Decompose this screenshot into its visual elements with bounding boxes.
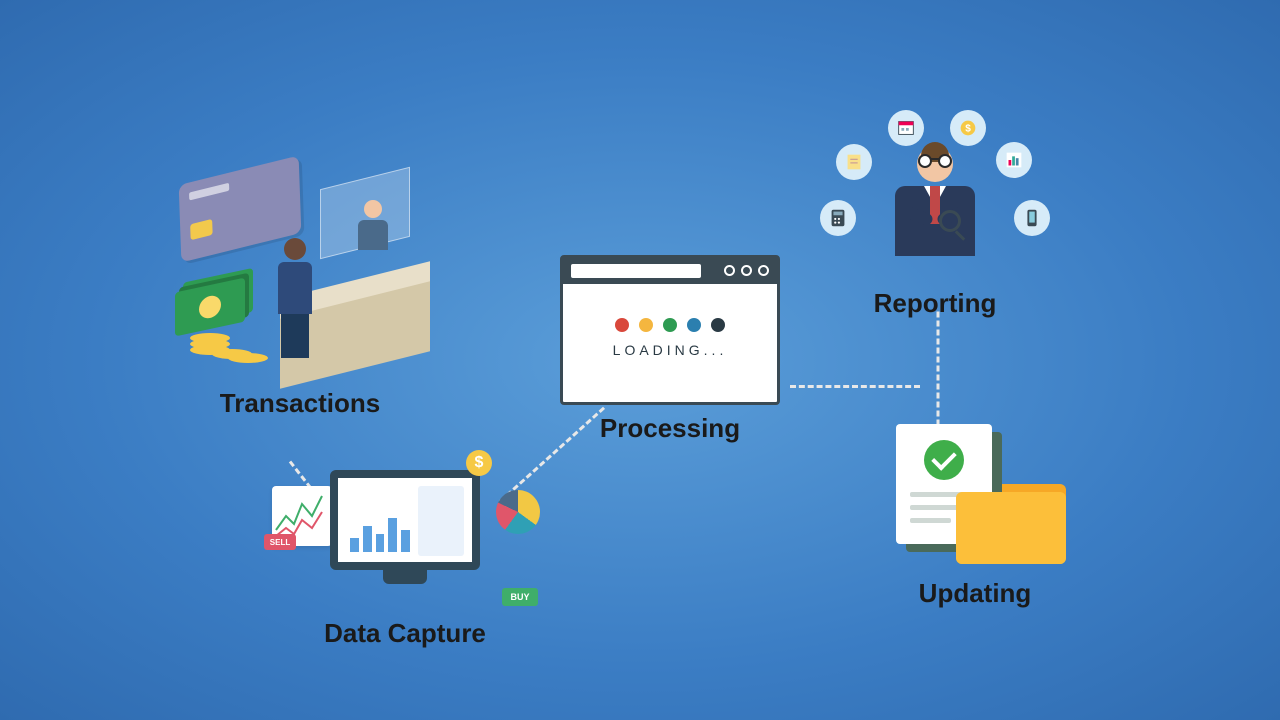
node-reporting: $ Reporting (820, 110, 1050, 319)
processing-label: Processing (600, 413, 740, 444)
processing-icon: LOADING... (560, 255, 780, 405)
data-capture-icon: SELL $ BUY (290, 460, 520, 610)
updating-label: Updating (919, 578, 1032, 609)
updating-icon (880, 420, 1070, 570)
data-capture-label: Data Capture (324, 618, 486, 649)
node-processing: LOADING... Processing (560, 255, 780, 444)
node-transactions: Transactions (170, 170, 430, 419)
connector-3 (790, 385, 920, 388)
node-data-capture: SELL $ BUY Data Capture (290, 460, 520, 649)
transactions-label: Transactions (220, 388, 380, 419)
reporting-label: Reporting (874, 288, 997, 319)
loading-text: LOADING... (563, 342, 777, 358)
transactions-icon (170, 170, 430, 380)
svg-text:$: $ (965, 124, 971, 135)
reporting-icon: $ (820, 110, 1050, 280)
node-updating: Updating (880, 420, 1070, 609)
